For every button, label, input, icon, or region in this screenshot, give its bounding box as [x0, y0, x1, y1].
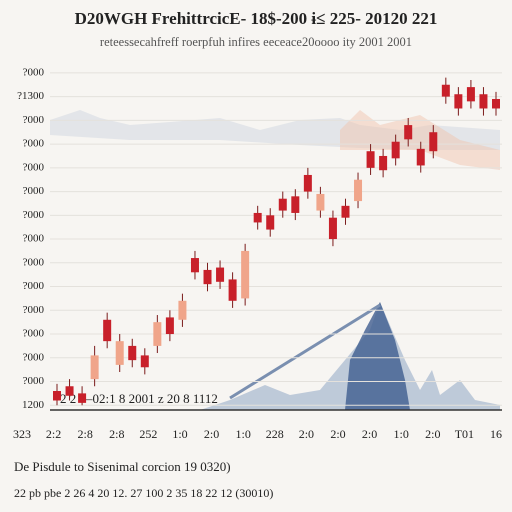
y-tick-label: ?000	[23, 328, 45, 340]
candle-body	[216, 267, 225, 282]
y-tick-label: ?000	[23, 209, 45, 221]
candle-body	[90, 355, 99, 380]
y-tick-label: ?000	[23, 138, 45, 150]
trend-line	[229, 303, 381, 400]
candle-body	[391, 141, 400, 159]
candle-body	[429, 132, 438, 152]
x-tick-label: 323	[13, 427, 31, 441]
candle-body	[416, 148, 425, 166]
candle-body	[53, 391, 61, 401]
candle-body	[379, 155, 388, 171]
candle-body	[341, 205, 350, 218]
x-tick-label: 2:0	[330, 427, 345, 441]
chart-title: D20WGH FrehittrcicE- 18$-200 ɨ≤ 225- 201…	[75, 9, 438, 28]
candle-body	[454, 94, 463, 109]
candle-body	[203, 269, 212, 285]
y-tick-label: ?000	[23, 375, 45, 387]
candle-body	[65, 386, 74, 396]
candle-body	[316, 193, 325, 211]
x-tick-label: 252	[139, 427, 157, 441]
candle-body	[291, 196, 300, 213]
x-tick-label: T01	[455, 427, 474, 441]
x-tick-label: 16	[490, 427, 502, 441]
x-tick-label: 2:0	[362, 427, 377, 441]
y-tick-label: ?000	[23, 114, 45, 126]
background-shape	[340, 110, 500, 170]
candle-body	[78, 393, 87, 403]
y-tick-label: ?000	[23, 280, 45, 292]
x-tick-label: 1:0	[172, 427, 187, 441]
y-tick-label: ?000	[23, 351, 45, 363]
candle-body	[190, 258, 199, 273]
x-tick-label: 2:0	[299, 427, 314, 441]
x-tick-label: 2:2	[46, 427, 61, 441]
x-tick-label: 2:8	[109, 427, 124, 441]
y-tick-label: ?000	[23, 161, 45, 173]
candle-body	[266, 215, 275, 230]
x-tick-label: 228	[266, 427, 284, 441]
volume-peak	[345, 302, 410, 410]
x-tick-label: 2:0	[425, 427, 440, 441]
background-shape	[50, 110, 500, 150]
y-tick-label: ?000	[23, 304, 45, 316]
candle-body	[404, 125, 413, 140]
chart-subtitle: reteessecahfreff roerpfuh infires eeceac…	[100, 35, 412, 49]
y-tick-label: ?000	[23, 233, 45, 245]
y-tick-label: ?1300	[17, 90, 44, 102]
volume-area	[200, 302, 500, 410]
candle-body	[178, 300, 187, 320]
candle-body	[115, 341, 124, 365]
candle-body	[354, 179, 363, 202]
candle-body	[165, 317, 174, 335]
y-tick-label: ?000	[23, 185, 45, 197]
y-tick-label: ?000	[23, 256, 45, 268]
candle-body	[441, 84, 450, 97]
candle-body	[228, 279, 237, 301]
x-tick-label: 1:0	[394, 427, 409, 441]
candle-body	[140, 355, 149, 368]
candle-body	[366, 151, 375, 168]
candle-body	[479, 94, 488, 109]
candle-body	[253, 212, 262, 223]
caption: De Pisdule to Sisenimal corcion 19 0320)	[14, 459, 231, 474]
x-tick-label: 2:0	[204, 427, 219, 441]
y-tick-label: ?000	[23, 66, 45, 78]
candle-body	[278, 198, 287, 211]
x-tick-label: 2:8	[78, 427, 93, 441]
candle-body	[466, 87, 475, 102]
candle-body	[103, 319, 112, 342]
candle-body	[128, 345, 137, 361]
candle-body	[241, 250, 250, 299]
candle-body	[492, 98, 500, 109]
candle-body	[153, 322, 162, 346]
footer: 22 pb pbe 2 26 4 20 12. 27 100 2 35 18 2…	[14, 486, 273, 500]
x-tick-label: 1:0	[236, 427, 251, 441]
annotation: 2 2 —02:1 8 2001 z 20 8 1112	[60, 391, 218, 406]
candle-body	[303, 174, 312, 192]
candle-body	[328, 217, 337, 240]
y-tick-label: 1200	[22, 399, 45, 411]
